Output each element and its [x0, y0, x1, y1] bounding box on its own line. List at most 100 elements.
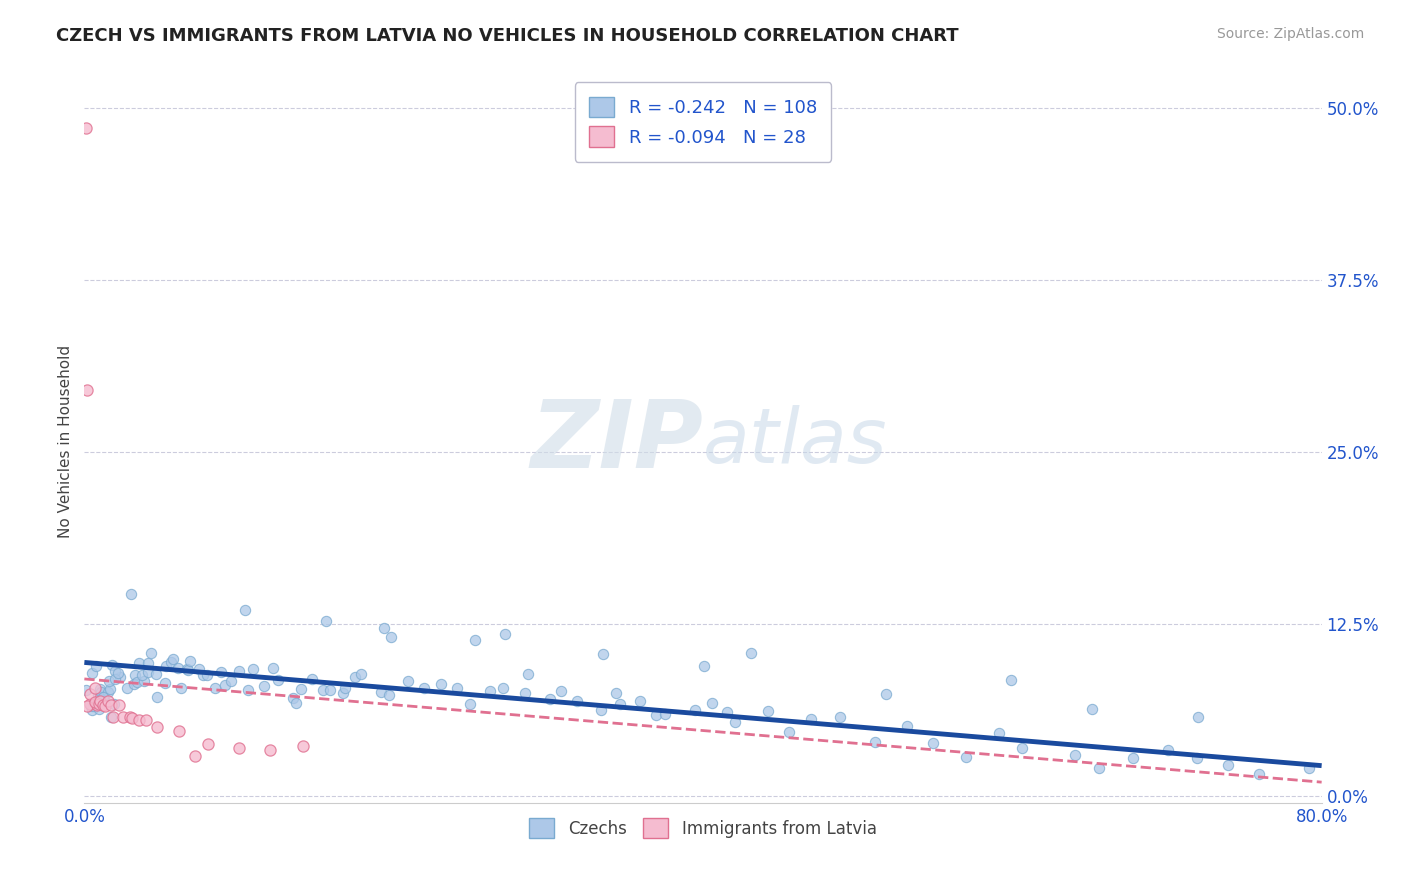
Point [103, 709, 125, 723]
Point [592, 647, 614, 661]
Point [413, 681, 436, 695]
Point [187, 662, 209, 676]
Point [373, 621, 395, 635]
Point [128, 713, 150, 727]
Point [1122, 751, 1144, 765]
Point [517, 667, 540, 681]
Y-axis label: No Vehicles in Household: No Vehicles in Household [58, 345, 73, 538]
Point [538, 691, 561, 706]
Point [75, 683, 97, 698]
Point [350, 667, 373, 681]
Point [176, 662, 198, 676]
Point [430, 677, 453, 691]
Point [128, 656, 150, 670]
Point [1216, 757, 1239, 772]
Point [146, 690, 169, 704]
Point [319, 683, 342, 698]
Point [333, 681, 356, 695]
Point [896, 719, 918, 733]
Point [228, 740, 250, 755]
Point [104, 664, 127, 678]
Point [209, 665, 232, 679]
Point [724, 714, 747, 729]
Point [645, 708, 668, 723]
Point [1187, 710, 1209, 724]
Point [513, 686, 536, 700]
Point [1298, 760, 1320, 774]
Point [494, 627, 516, 641]
Point [492, 681, 515, 696]
Point [122, 677, 145, 691]
Point [80, 666, 103, 681]
Point [131, 667, 153, 681]
Point [380, 630, 402, 644]
Point [478, 684, 501, 698]
Point [828, 710, 851, 724]
Point [124, 667, 146, 681]
Point [86, 698, 108, 712]
Point [170, 681, 193, 696]
Point [167, 661, 190, 675]
Point [107, 666, 129, 681]
Point [740, 646, 762, 660]
Point [86, 688, 108, 702]
Point [228, 664, 250, 678]
Point [101, 658, 124, 673]
Point [100, 710, 122, 724]
Point [290, 681, 312, 696]
Point [167, 724, 190, 739]
Point [683, 703, 706, 717]
Point [104, 672, 127, 686]
Point [1063, 747, 1085, 762]
Point [692, 659, 714, 673]
Point [875, 687, 897, 701]
Point [93, 698, 115, 712]
Point [197, 668, 219, 682]
Point [138, 656, 160, 670]
Point [97, 674, 120, 689]
Point [83, 681, 105, 696]
Point [292, 739, 315, 754]
Point [589, 703, 612, 717]
Point [565, 694, 588, 708]
Point [370, 684, 392, 698]
Point [700, 696, 723, 710]
Point [865, 735, 887, 749]
Point [136, 665, 159, 679]
Point [120, 587, 142, 601]
Point [262, 661, 284, 675]
Point [716, 706, 738, 720]
Point [93, 690, 115, 705]
Point [242, 662, 264, 676]
Point [1247, 767, 1270, 781]
Text: CZECH VS IMMIGRANTS FROM LATVIA NO VEHICLES IN HOUSEHOLD CORRELATION CHART: CZECH VS IMMIGRANTS FROM LATVIA NO VEHIC… [56, 27, 959, 45]
Point [654, 707, 676, 722]
Point [630, 694, 652, 708]
Point [97, 685, 120, 699]
Point [259, 743, 281, 757]
Point [253, 679, 276, 693]
Point [1011, 740, 1033, 755]
Point [378, 688, 401, 702]
Point [87, 702, 110, 716]
Point [155, 658, 177, 673]
Point [159, 655, 181, 669]
Legend: Czechs, Immigrants from Latvia: Czechs, Immigrants from Latvia [523, 812, 883, 845]
Point [80, 699, 103, 714]
Point [82, 698, 104, 713]
Point [87, 697, 110, 711]
Point [800, 712, 823, 726]
Point [301, 672, 323, 686]
Point [609, 697, 631, 711]
Point [285, 696, 308, 710]
Point [183, 748, 205, 763]
Point [145, 720, 167, 734]
Point [197, 737, 219, 751]
Point [396, 674, 419, 689]
Point [315, 615, 337, 629]
Point [756, 704, 779, 718]
Text: ZIP: ZIP [530, 395, 703, 488]
Point [281, 690, 304, 705]
Point [79, 698, 101, 712]
Point [111, 709, 134, 723]
